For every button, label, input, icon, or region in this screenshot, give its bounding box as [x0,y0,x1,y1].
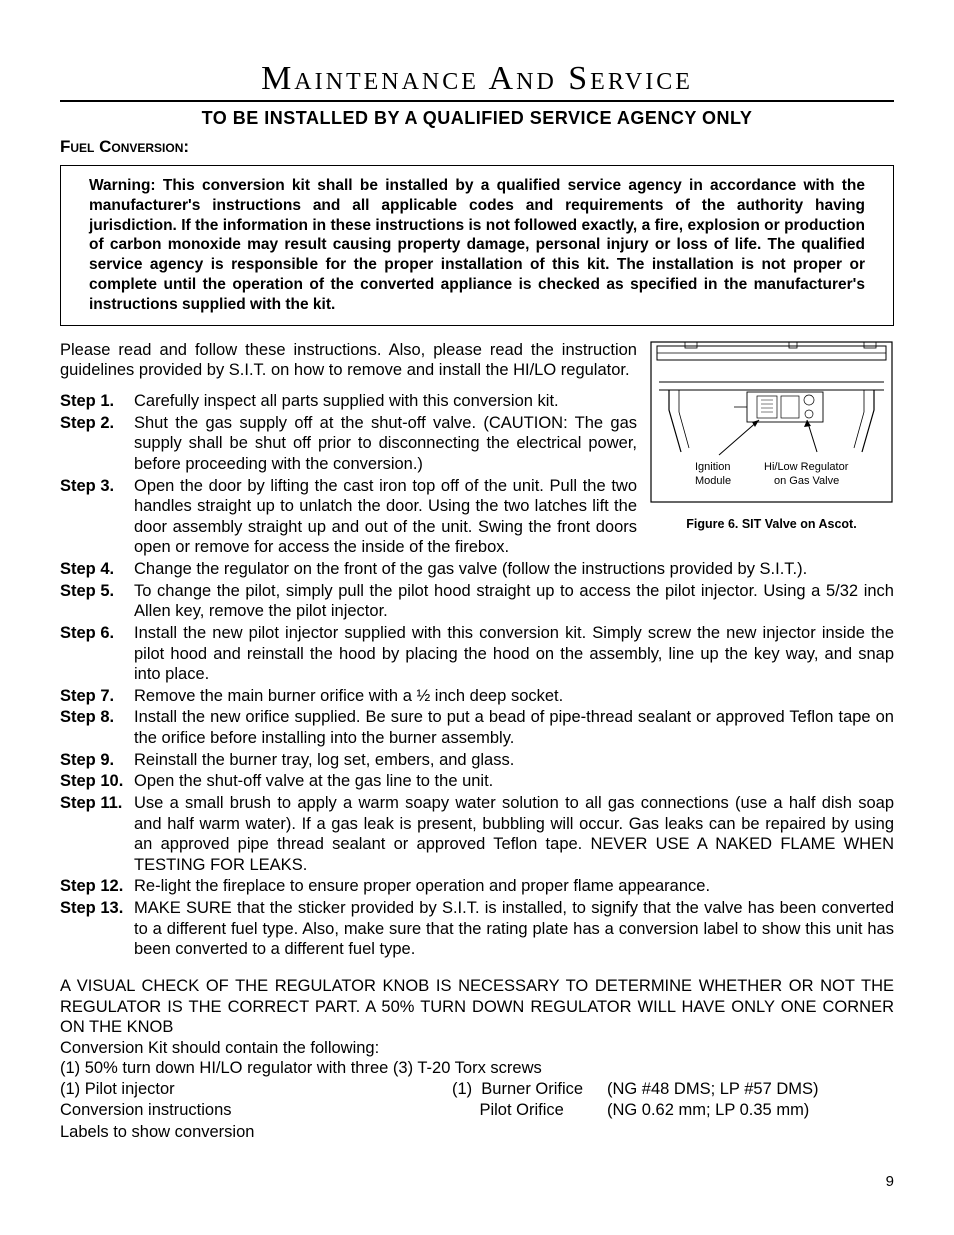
step-text: To change the pilot, simply pull the pil… [134,581,894,622]
step-text: Carefully inspect all parts supplied wit… [134,391,637,412]
figure-caption: Figure 6. SIT Valve on Ascot. [649,517,894,531]
step-text: MAKE SURE that the sticker provided by S… [134,898,894,960]
step-row: Step 8.Install the new orifice supplied.… [60,707,894,748]
step-label: Step 12. [60,876,134,897]
step-label: Step 2. [60,413,134,475]
step-row: Step 7.Remove the main burner orifice wi… [60,686,894,707]
label-module: Module [695,475,731,487]
step-label: Step 9. [60,750,134,771]
valve-diagram-svg: Ignition Module Hi/Low Regulator on Gas … [649,340,894,515]
label-hilow: Hi/Low Regulator [764,461,849,473]
step-text: Change the regulator on the front of the… [134,559,894,580]
page-subtitle: TO BE INSTALLED BY A QUALIFIED SERVICE A… [60,108,894,129]
step-text: Re-light the fireplace to ensure proper … [134,876,894,897]
step-label: Step 4. [60,559,134,580]
page-title: Maintenance And Service [60,60,894,102]
step-label: Step 8. [60,707,134,748]
section-heading: Fuel Conversion: [60,137,894,157]
page-number: 9 [60,1173,894,1190]
step-text: Open the shut-off valve at the gas line … [134,771,894,792]
label-ignition: Ignition [695,461,730,473]
step-row: Step 2.Shut the gas supply off at the sh… [60,413,637,475]
step-row: Step 6.Install the new pilot injector su… [60,623,894,685]
step-text: Remove the main burner orifice with a ½ … [134,686,894,707]
kit-right-labels: (1) Burner Orifice Pilot Orifice [452,1079,607,1143]
step-row: Step 10.Open the shut-off valve at the g… [60,771,894,792]
closing-caps: A VISUAL CHECK OF THE REGULATOR KNOB IS … [60,976,894,1038]
step-row: Step 5.To change the pilot, simply pull … [60,581,894,622]
step-row: Step 13.MAKE SURE that the sticker provi… [60,898,894,960]
kit-intro: Conversion Kit should contain the follow… [60,1038,894,1059]
warning-box: Warning: This conversion kit shall be in… [60,165,894,326]
step-label: Step 6. [60,623,134,685]
step-label: Step 5. [60,581,134,622]
step-text: Use a small brush to apply a warm soapy … [134,793,894,876]
step-label: Step 10. [60,771,134,792]
kit-line: (1) 50% turn down HI/LO regulator with t… [60,1058,894,1079]
step-row: Step 1.Carefully inspect all parts suppl… [60,391,637,412]
step-text: Install the new pilot injector supplied … [134,623,894,685]
step-label: Step 1. [60,391,134,412]
step-text: Shut the gas supply off at the shut-off … [134,413,637,475]
step-label: Step 11. [60,793,134,876]
step-row: Step 4.Change the regulator on the front… [60,559,894,580]
step-row: Step 12.Re-light the fireplace to ensure… [60,876,894,897]
step-label: Step 7. [60,686,134,707]
label-gasvalve: on Gas Valve [774,475,839,487]
kit-left-col: (1) Pilot injectorConversion instruction… [60,1079,452,1143]
step-label: Step 13. [60,898,134,960]
step-row: Step 3.Open the door by lifting the cast… [60,476,637,559]
closing-block: A VISUAL CHECK OF THE REGULATOR KNOB IS … [60,976,894,1143]
figure-6: Ignition Module Hi/Low Regulator on Gas … [649,340,894,531]
step-text: Install the new orifice supplied. Be sur… [134,707,894,748]
step-row: Step 11.Use a small brush to apply a war… [60,793,894,876]
step-text: Reinstall the burner tray, log set, embe… [134,750,894,771]
step-text: Open the door by lifting the cast iron t… [134,476,637,559]
step-label: Step 3. [60,476,134,559]
step-row: Step 9.Reinstall the burner tray, log se… [60,750,894,771]
kit-right-values: (NG #48 DMS; LP #57 DMS)(NG 0.62 mm; LP … [607,1079,894,1143]
